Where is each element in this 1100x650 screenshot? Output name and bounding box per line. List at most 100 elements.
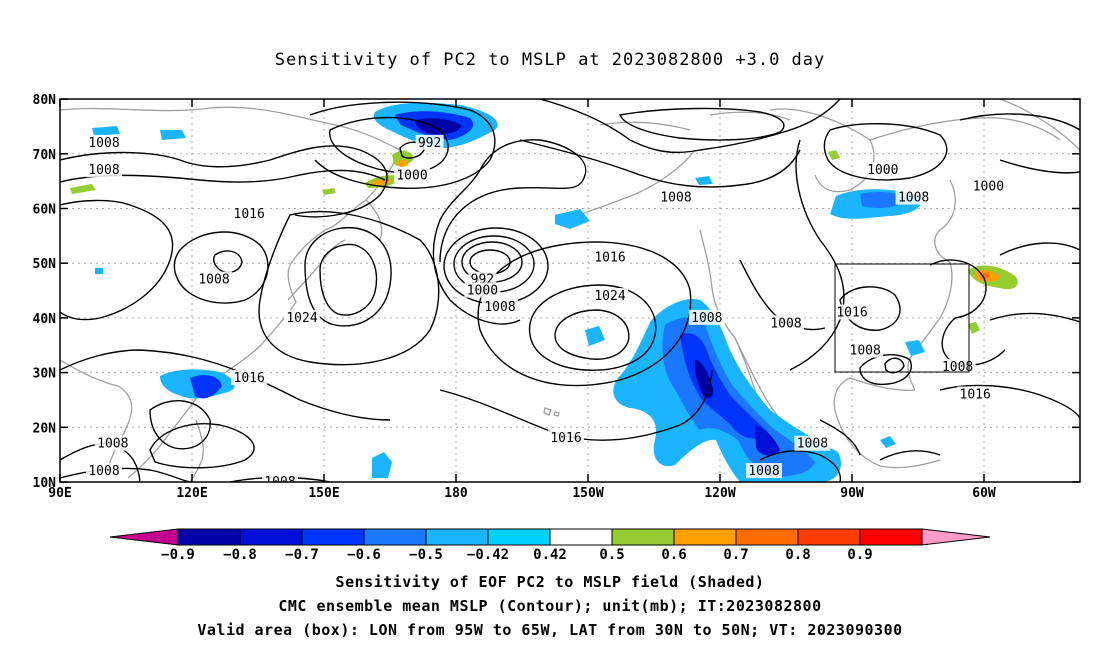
contour-label-bg [284,309,320,325]
lat-tick-label: 10N [33,476,57,491]
colorbar-cell [239,528,303,546]
contour-label-bg [482,298,518,314]
lon-tick-label: 150E [308,486,339,501]
colorbar-label: 0.5 [599,547,624,563]
contour-label: 1008 [850,344,881,359]
contour-label-bg [746,463,782,479]
contour-label-bg [60,184,61,200]
colorbar-cell [425,528,489,546]
contour-label: 1008 [748,464,779,479]
contour-label-bg [658,189,694,205]
colorbar-cell [673,528,737,546]
colorbar-min-triangle [109,528,179,546]
colorbar-cell [549,528,613,546]
contour-label: 1000 [396,169,427,184]
caption-line-2: CMC ensemble mean MSLP (Contour); unit(m… [278,597,822,615]
contour-label-bg [548,430,584,446]
lat-tick-label: 20N [33,421,57,436]
contour-label-bg [464,282,501,298]
contour-label: 992 [418,136,441,151]
contour-label: 1000 [467,284,498,299]
map-area: 1008 1008 016 1016 1008 1024 1016 1008 1008 1008 9… [35,99,1080,490]
lon-tick-label: 150W [572,486,603,501]
colorbar-cell [859,528,923,546]
colorbar-label: −0.9 [161,547,195,563]
colorbar-cell [487,528,551,546]
contour-label-bg [231,205,268,221]
contour-label-bg [94,435,131,451]
contour-label-bg [957,386,994,402]
map-frame [59,98,1081,483]
lat-tick-label: 60N [33,203,57,218]
contour-label: 1016 [550,431,581,446]
lat-tick-label: 30N [33,367,57,382]
colorbar-cell [363,528,427,546]
contour-label: 1008 [484,300,515,315]
contour-label-bg [939,359,976,375]
colorbar-cell [797,528,861,546]
valid-area-box [834,263,970,373]
contour-label: 1008 [660,191,691,206]
map-title: Sensitivity of PC2 to MSLP at 2023082800… [274,50,826,70]
colorbar: −0.9 −0.8 −0.7 −0.6 −0.5 −0.42 0.42 0.5 0.6 0.7 0.… [109,528,991,563]
contour-label-bg [864,162,901,178]
lon-tick-label: 60W [972,486,996,501]
contour-label: 1008 [264,475,295,490]
caption-line-1: Sensitivity of EOF PC2 to MSLP field (Sh… [335,573,765,591]
contour-label-bg [196,271,232,287]
colorbar-cell [177,528,241,546]
colorbar-label: 0.42 [533,547,567,563]
caption-line-3: Valid area (box): LON from 95W to 65W, L… [197,621,903,639]
lon-tick-label: 120W [704,486,735,501]
lat-tick-label: 40N [33,312,57,327]
colorbar-label: −0.42 [467,547,509,563]
lat-tick-label: 80N [33,93,57,108]
contour-label: 1008 [88,136,119,151]
colorbar-label: −0.7 [285,547,319,563]
contour-label-bg [688,309,725,325]
contour-label: 1016 [594,251,625,266]
mslp-contours [60,99,1080,482]
lon-tick-label: 90W [840,486,864,501]
colorbar-label: 0.7 [723,547,748,563]
contour-label: 1000 [973,180,1004,195]
contour-label: 1016 [836,305,867,320]
contour-label: 1016 [960,387,991,402]
colorbar-label: −0.8 [223,547,257,563]
contour-label-bg [86,162,122,178]
colorbar-cell [301,528,365,546]
contour-label: 1008 [88,163,119,178]
contour-label: 1008 [88,464,119,479]
colorbar-label: 0.9 [847,547,872,563]
colorbar-max-triangle [921,528,991,546]
colorbar-label: 0.6 [661,547,686,563]
contour-label: 1008 [691,311,722,326]
axis-ticks [59,98,1080,483]
contour-label-bg [262,474,298,482]
contour-label: 1024 [594,289,625,304]
contour-label-bg [415,134,444,150]
contour-label: 1024 [286,311,317,326]
axis-labels: 90E 120E 150E 180 150W 120W 90W 60W 10N 20N 30N 40N… [33,93,996,501]
contour-label-bg [970,178,1007,194]
contour-label-bg [231,370,268,386]
colorbar-label: −0.6 [347,547,381,563]
contour-label: 1008 [198,273,229,288]
contour-label: 1016 [234,371,265,386]
lon-tick-label: 120E [176,486,207,501]
contour-label-bg [847,342,884,358]
shaded-sensitivity [70,102,1018,482]
colorbar-cell [735,528,799,546]
lat-tick-label: 70N [33,148,57,163]
contour-label: 016 [35,185,58,200]
contour-label-bg [834,304,870,320]
contour-label-bg [794,435,831,451]
contour-label: 1008 [770,316,801,331]
colorbar-label: −0.5 [409,547,443,563]
contour-label: 1008 [97,437,128,452]
lon-tick-label: 180 [444,486,468,501]
contour-label-bg [86,463,122,479]
contour-label: 1008 [942,360,973,375]
contour-label: 1000 [867,163,898,178]
